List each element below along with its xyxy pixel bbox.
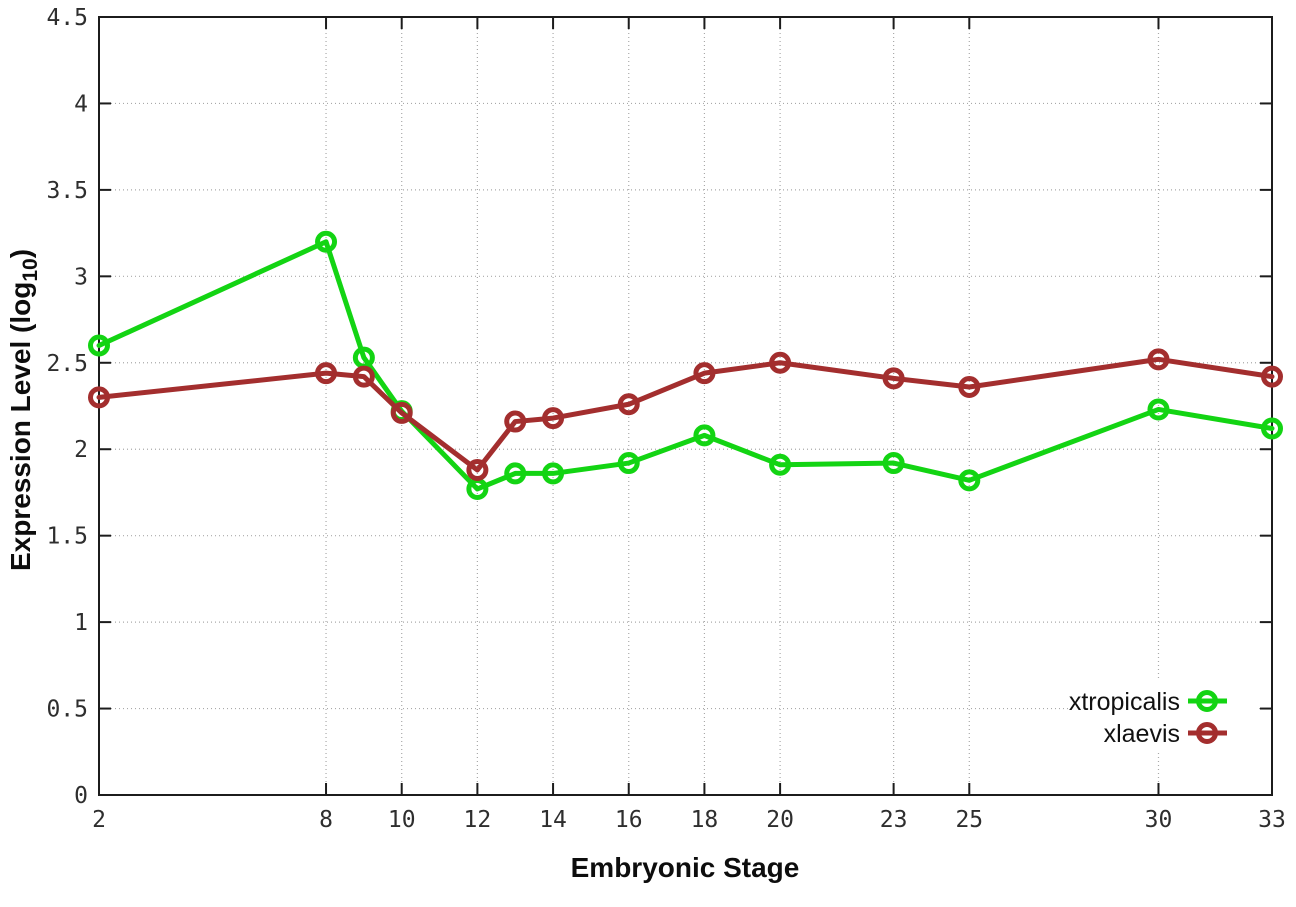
y-tick-label: 1.5 <box>46 524 88 550</box>
x-tick-label: 33 <box>1258 807 1286 833</box>
y-tick-label: 3.5 <box>46 178 88 204</box>
y-axis-title-main: Expression Level (log <box>5 282 36 571</box>
data-point-xtropicalis <box>1147 398 1170 421</box>
y-tick-label: 3 <box>74 264 88 290</box>
data-point-xlaevis <box>958 375 981 398</box>
grid-layer <box>99 17 1272 795</box>
data-point-xtropicalis <box>882 452 905 475</box>
data-point-xlaevis <box>617 393 640 416</box>
y-tick-label: 2 <box>74 437 88 463</box>
legend: xtropicalis xlaevis <box>1069 680 1258 750</box>
x-tick-label: 14 <box>539 807 567 833</box>
y-axis-title-subscript: 10 <box>19 258 42 281</box>
data-point-xtropicalis <box>504 462 527 485</box>
x-tick-label: 12 <box>464 807 492 833</box>
data-point-xlaevis <box>390 401 413 424</box>
x-tick-label: 20 <box>766 807 794 833</box>
series-line-xtropicalis <box>96 239 1275 492</box>
data-point-xlaevis <box>504 410 527 433</box>
tick-marks-layer <box>98 16 1273 796</box>
data-point-xtropicalis <box>88 334 110 357</box>
data-point-xtropicalis <box>693 424 716 447</box>
y-tick-label: 2.5 <box>46 351 88 377</box>
x-tick-label: 8 <box>319 807 333 833</box>
x-tick-label: 16 <box>615 807 643 833</box>
legend-label-xlaevis: xlaevis <box>1104 720 1180 748</box>
x-tick-label: 30 <box>1145 807 1173 833</box>
data-point-xlaevis <box>466 458 489 481</box>
y-tick-label: 0.5 <box>46 697 88 723</box>
y-axis-title-end: ) <box>5 249 36 258</box>
data-point-xlaevis <box>88 386 110 409</box>
data-point-xtropicalis <box>315 230 338 253</box>
tick-labels-layer: 2 8 10 12 14 16 18 20 23 25 30 33 0 0.5 1 1.5 2 2.5 3 3.5 4 4… <box>46 5 1285 833</box>
data-point-xlaevis <box>315 362 338 385</box>
y-tick-label: 4.5 <box>46 5 88 31</box>
y-tick-label: 1 <box>74 610 88 636</box>
x-tick-label: 10 <box>388 807 416 833</box>
legend-marker-xlaevis <box>1196 722 1218 744</box>
legend-marker-xtropicalis <box>1196 690 1218 712</box>
data-point-xlaevis <box>769 351 792 374</box>
data-point-xlaevis <box>352 365 375 388</box>
data-point-xtropicalis <box>542 462 565 485</box>
legend-label-xtropicalis: xtropicalis <box>1069 688 1180 716</box>
data-point-xtropicalis <box>769 453 792 476</box>
data-point-xtropicalis <box>1261 417 1283 440</box>
x-tick-label: 23 <box>880 807 908 833</box>
data-point-xtropicalis <box>617 452 640 475</box>
series-layer <box>88 230 1283 500</box>
data-point-xlaevis <box>542 407 565 430</box>
y-tick-label: 4 <box>74 91 88 117</box>
x-tick-label: 18 <box>691 807 719 833</box>
legend-background <box>1070 680 1258 750</box>
data-point-xtropicalis <box>958 469 981 492</box>
x-tick-label: 2 <box>92 807 106 833</box>
y-tick-label: 0 <box>74 783 88 809</box>
x-axis-title: Embryonic Stage <box>571 852 800 883</box>
data-point-xlaevis <box>1147 348 1170 371</box>
series-line-xlaevis <box>96 356 1275 473</box>
data-point-xlaevis <box>693 362 716 385</box>
x-tick-label: 25 <box>955 807 983 833</box>
data-point-xlaevis <box>882 367 905 390</box>
data-point-xlaevis <box>1261 365 1283 388</box>
y-axis-title: Expression Level (log10) <box>5 249 42 571</box>
plot-border <box>98 16 1273 796</box>
